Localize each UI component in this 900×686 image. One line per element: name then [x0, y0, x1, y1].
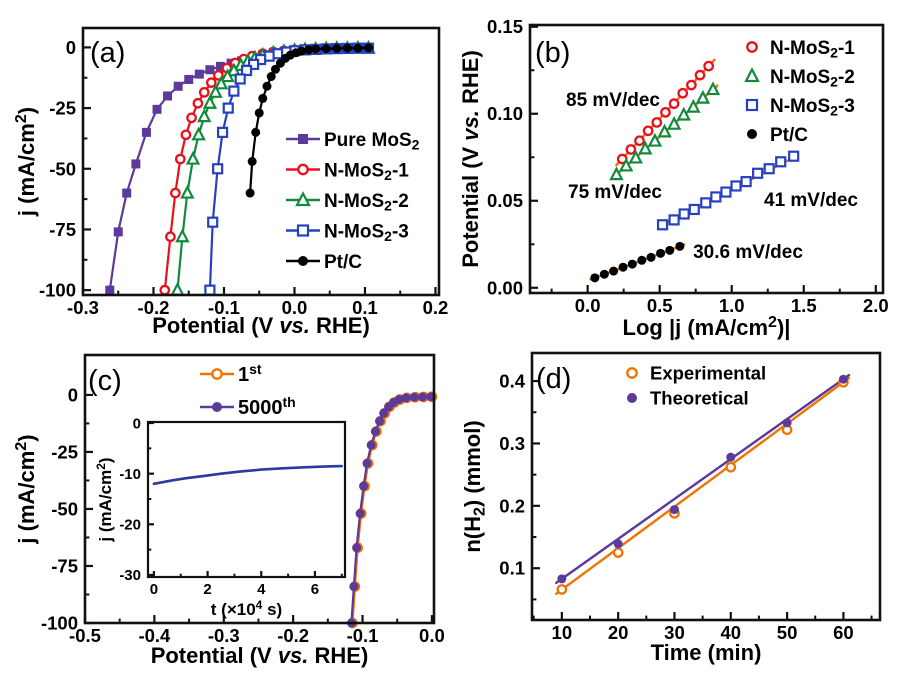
- svg-text:4: 4: [257, 581, 266, 598]
- svg-text:-10: -10: [119, 466, 141, 483]
- panel-c-inset-chronoamperometry-chart: 0 2 4 6 0 -10 -20 -30 t (×104 s) j (mA/cm2): [95, 415, 347, 619]
- svg-text:0.2: 0.2: [423, 297, 449, 318]
- svg-text:-20: -20: [119, 517, 141, 534]
- svg-text:-0.1: -0.1: [347, 625, 379, 646]
- svg-text:N-MoS2-2: N-MoS2-2: [324, 191, 409, 214]
- svg-text:-0.3: -0.3: [67, 297, 99, 318]
- panel-d-hydrogen-evolution-chart: 10 20 30 40 50 60 0.1 0.2 0.3 0.4 Time (min) n(H2) …: [460, 351, 882, 665]
- svg-text:40: 40: [720, 622, 741, 643]
- svg-text:(c): (c): [88, 365, 122, 397]
- svg-text:Theoretical: Theoretical: [650, 388, 749, 409]
- svg-text:-0.5: -0.5: [69, 625, 101, 646]
- svg-text:Pt/C: Pt/C: [770, 125, 808, 146]
- svg-text:0.0: 0.0: [419, 625, 445, 646]
- svg-text:60: 60: [833, 622, 854, 643]
- svg-text:(d): (d): [536, 363, 571, 395]
- svg-text:t (×104 s): t (×104 s): [211, 598, 282, 619]
- svg-text:0.3: 0.3: [499, 433, 525, 454]
- svg-text:41 mV/dec: 41 mV/dec: [764, 190, 858, 211]
- svg-text:(b): (b): [535, 37, 570, 69]
- svg-text:6: 6: [311, 581, 319, 598]
- svg-text:30: 30: [664, 622, 685, 643]
- svg-text:20: 20: [608, 622, 629, 643]
- svg-text:Potential (V vs. RHE): Potential (V vs. RHE): [152, 313, 370, 338]
- svg-text:j (mA/cm2): j (mA/cm2): [13, 434, 39, 544]
- svg-text:0.1: 0.1: [352, 297, 378, 318]
- svg-text:0.0: 0.0: [575, 295, 601, 316]
- svg-text:Pt/C: Pt/C: [324, 252, 362, 273]
- svg-text:-0.2: -0.2: [277, 625, 309, 646]
- svg-text:Time (min): Time (min): [651, 640, 762, 665]
- svg-text:2.0: 2.0: [863, 295, 889, 316]
- svg-text:-25: -25: [49, 98, 76, 119]
- svg-text:85 mV/dec: 85 mV/dec: [566, 90, 660, 111]
- svg-text:0.15: 0.15: [487, 16, 523, 37]
- svg-text:5000th: 5000th: [238, 394, 296, 419]
- svg-text:-50: -50: [49, 158, 76, 179]
- svg-text:0: 0: [66, 37, 76, 58]
- svg-text:Potential (V vs. RHE): Potential (V vs. RHE): [458, 50, 483, 268]
- svg-text:N-MoS2-3: N-MoS2-3: [324, 221, 409, 244]
- svg-text:N-MoS2-3: N-MoS2-3: [770, 96, 855, 119]
- svg-text:50: 50: [777, 622, 798, 643]
- svg-text:N-MoS2-2: N-MoS2-2: [770, 67, 855, 90]
- svg-text:Pure MoS2: Pure MoS2: [324, 130, 420, 153]
- svg-text:n(H2) (mmol): n(H2) (mmol): [460, 420, 488, 552]
- svg-text:N-MoS2-1: N-MoS2-1: [324, 160, 409, 183]
- svg-text:j (mA/cm2): j (mA/cm2): [95, 457, 115, 542]
- svg-text:-100: -100: [41, 612, 78, 633]
- svg-text:Experimental: Experimental: [650, 363, 766, 384]
- svg-text:-0.2: -0.2: [138, 297, 170, 318]
- panel-a-polarization-chart: -0.3 -0.2 -0.1 0.0 0.1 0.2 0 -25 -50 -75 -100 Poten…: [13, 26, 449, 338]
- svg-text:0: 0: [68, 384, 78, 405]
- svg-text:-0.3: -0.3: [208, 625, 240, 646]
- svg-text:2: 2: [203, 581, 211, 598]
- svg-text:0.0: 0.0: [282, 297, 308, 318]
- svg-text:-75: -75: [49, 219, 76, 240]
- svg-text:-30: -30: [119, 567, 141, 584]
- svg-text:-0.1: -0.1: [208, 297, 240, 318]
- svg-text:-0.4: -0.4: [138, 625, 171, 646]
- svg-text:0.10: 0.10: [487, 103, 523, 124]
- svg-text:1.5: 1.5: [791, 295, 817, 316]
- svg-text:-50: -50: [51, 498, 78, 519]
- svg-text:1st: 1st: [238, 361, 262, 386]
- svg-text:N-MoS2-1: N-MoS2-1: [770, 38, 855, 61]
- svg-text:75 mV/dec: 75 mV/dec: [568, 182, 662, 203]
- svg-text:(a): (a): [90, 37, 125, 69]
- svg-text:0.00: 0.00: [487, 277, 523, 298]
- svg-text:1.0: 1.0: [719, 295, 745, 316]
- panel-b-tafel-chart: 0.0 0.5 1.0 1.5 2.0 0.00 0.05 0.10 0.15 Log |j (m…: [458, 16, 889, 340]
- svg-text:Potential (V vs. RHE): Potential (V vs. RHE): [151, 643, 369, 668]
- svg-text:0: 0: [133, 415, 141, 432]
- svg-text:-100: -100: [39, 280, 76, 301]
- svg-text:j (mA/cm2): j (mA/cm2): [13, 107, 39, 217]
- svg-text:0.2: 0.2: [499, 495, 525, 516]
- svg-text:0.1: 0.1: [499, 558, 525, 579]
- svg-text:0.4: 0.4: [499, 371, 525, 392]
- svg-text:0: 0: [150, 581, 158, 598]
- svg-text:0.5: 0.5: [647, 295, 673, 316]
- svg-text:10: 10: [552, 622, 573, 643]
- svg-text:-75: -75: [51, 555, 78, 576]
- svg-text:0.05: 0.05: [487, 190, 523, 211]
- svg-text:30.6 mV/dec: 30.6 mV/dec: [693, 242, 803, 263]
- svg-text:Log |j (mA/cm2)|: Log |j (mA/cm2)|: [623, 314, 791, 340]
- svg-text:-25: -25: [51, 441, 78, 462]
